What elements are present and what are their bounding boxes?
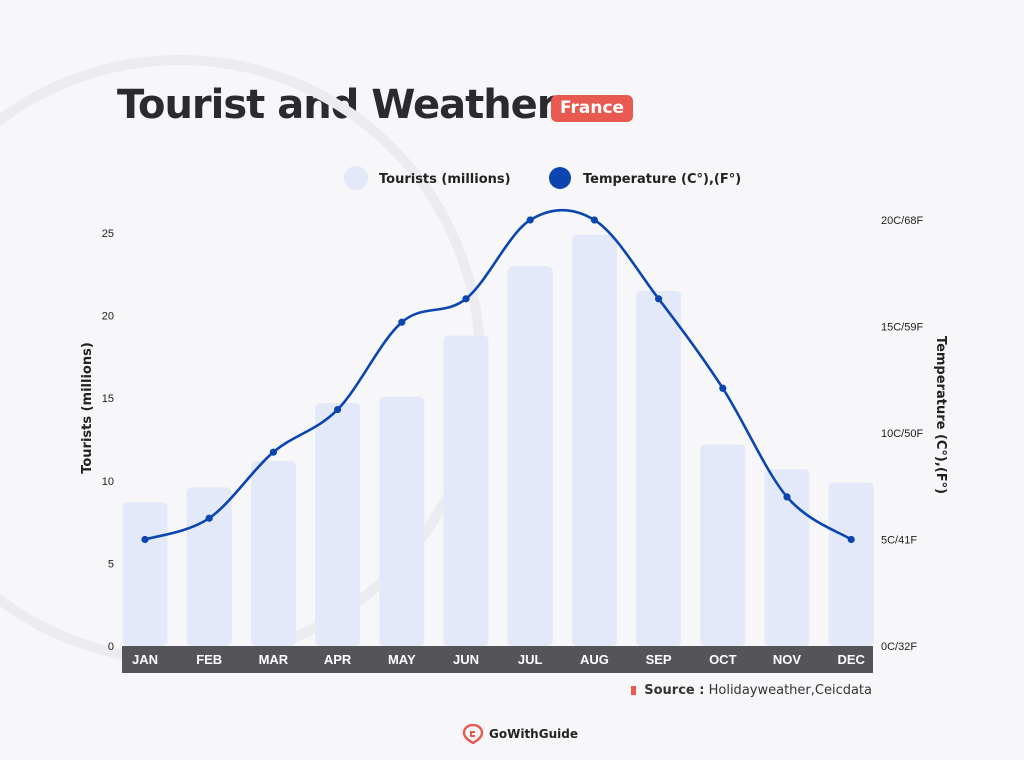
bar-apr	[315, 403, 361, 646]
x-tick-label: JUL	[518, 652, 543, 667]
temperature-point-nov	[783, 493, 791, 501]
x-axis-band	[122, 646, 873, 673]
temperature-point-sep	[655, 295, 663, 303]
temperature-point-jun	[462, 295, 470, 303]
brand-logo: GoWithGuide	[462, 724, 578, 744]
y-axis-title: Tourists (millions)	[80, 342, 95, 474]
y-tick-label: 0	[108, 641, 114, 653]
bar-sep	[636, 290, 682, 646]
x-tick-label: APR	[324, 652, 352, 667]
temperature-point-may	[398, 318, 406, 326]
x-tick-label: DEC	[837, 652, 865, 667]
source-text: Holidayweather,Ceicdata	[708, 683, 872, 698]
x-tick-label: JUN	[453, 652, 479, 667]
x-tick-label: MAY	[388, 652, 416, 667]
legend-swatch-tourists	[344, 166, 368, 190]
legend-label-temperature: Temperature (C°),(F°)	[583, 172, 741, 187]
x-tick-label: OCT	[709, 652, 737, 667]
temperature-point-dec	[847, 535, 855, 544]
y-tick-label: 15	[102, 393, 114, 405]
legend-label-tourists: Tourists (millions)	[379, 172, 511, 187]
bar-may	[379, 396, 425, 646]
source-note: Source : Holidayweather,Ceicdata	[631, 683, 872, 698]
y-tick-label: 5	[108, 558, 114, 570]
source-label: Source :	[644, 683, 705, 698]
bar-mar	[250, 460, 296, 646]
legend-swatch-temperature	[549, 167, 571, 189]
temperature-point-feb	[205, 514, 213, 522]
y-tick-label: 10	[102, 476, 114, 488]
y2-tick-label: 20C/68F	[881, 215, 923, 227]
temperature-point-apr	[334, 405, 342, 414]
x-tick-label: AUG	[580, 652, 609, 667]
x-tick-label: NOV	[773, 652, 802, 667]
temperature-point-jan	[141, 535, 149, 544]
temperature-point-mar	[269, 448, 277, 456]
brand-name: GoWithGuide	[489, 727, 578, 741]
bar-jan	[122, 502, 168, 646]
bar-aug	[571, 234, 617, 646]
temperature-point-jul	[526, 216, 534, 224]
y2-axis-title: Temperature (C°),(F°)	[933, 336, 948, 494]
x-tick-label: SEP	[646, 652, 672, 667]
x-tick-label: FEB	[196, 652, 222, 667]
bar-dec	[828, 482, 874, 646]
y-tick-label: 20	[102, 311, 114, 323]
temperature-point-aug	[590, 216, 599, 224]
bar-oct	[700, 444, 746, 646]
y2-tick-label: 0C/32F	[881, 641, 917, 653]
bar-jul	[507, 266, 553, 646]
y2-tick-label: 5C/41F	[881, 535, 917, 547]
x-tick-label: MAR	[259, 652, 289, 667]
bar-feb	[186, 487, 232, 646]
y2-tick-label: 15C/59F	[881, 322, 923, 334]
x-tick-label: JAN	[132, 652, 158, 667]
temperature-point-oct	[719, 384, 727, 392]
brand-pin-icon	[462, 724, 484, 744]
source-marker-icon	[631, 686, 637, 695]
y-tick-label: 25	[102, 228, 114, 240]
bar-jun	[443, 335, 489, 646]
bar-nov	[764, 469, 810, 646]
y2-tick-label: 10C/50F	[881, 428, 923, 440]
country-badge: France	[551, 95, 634, 122]
